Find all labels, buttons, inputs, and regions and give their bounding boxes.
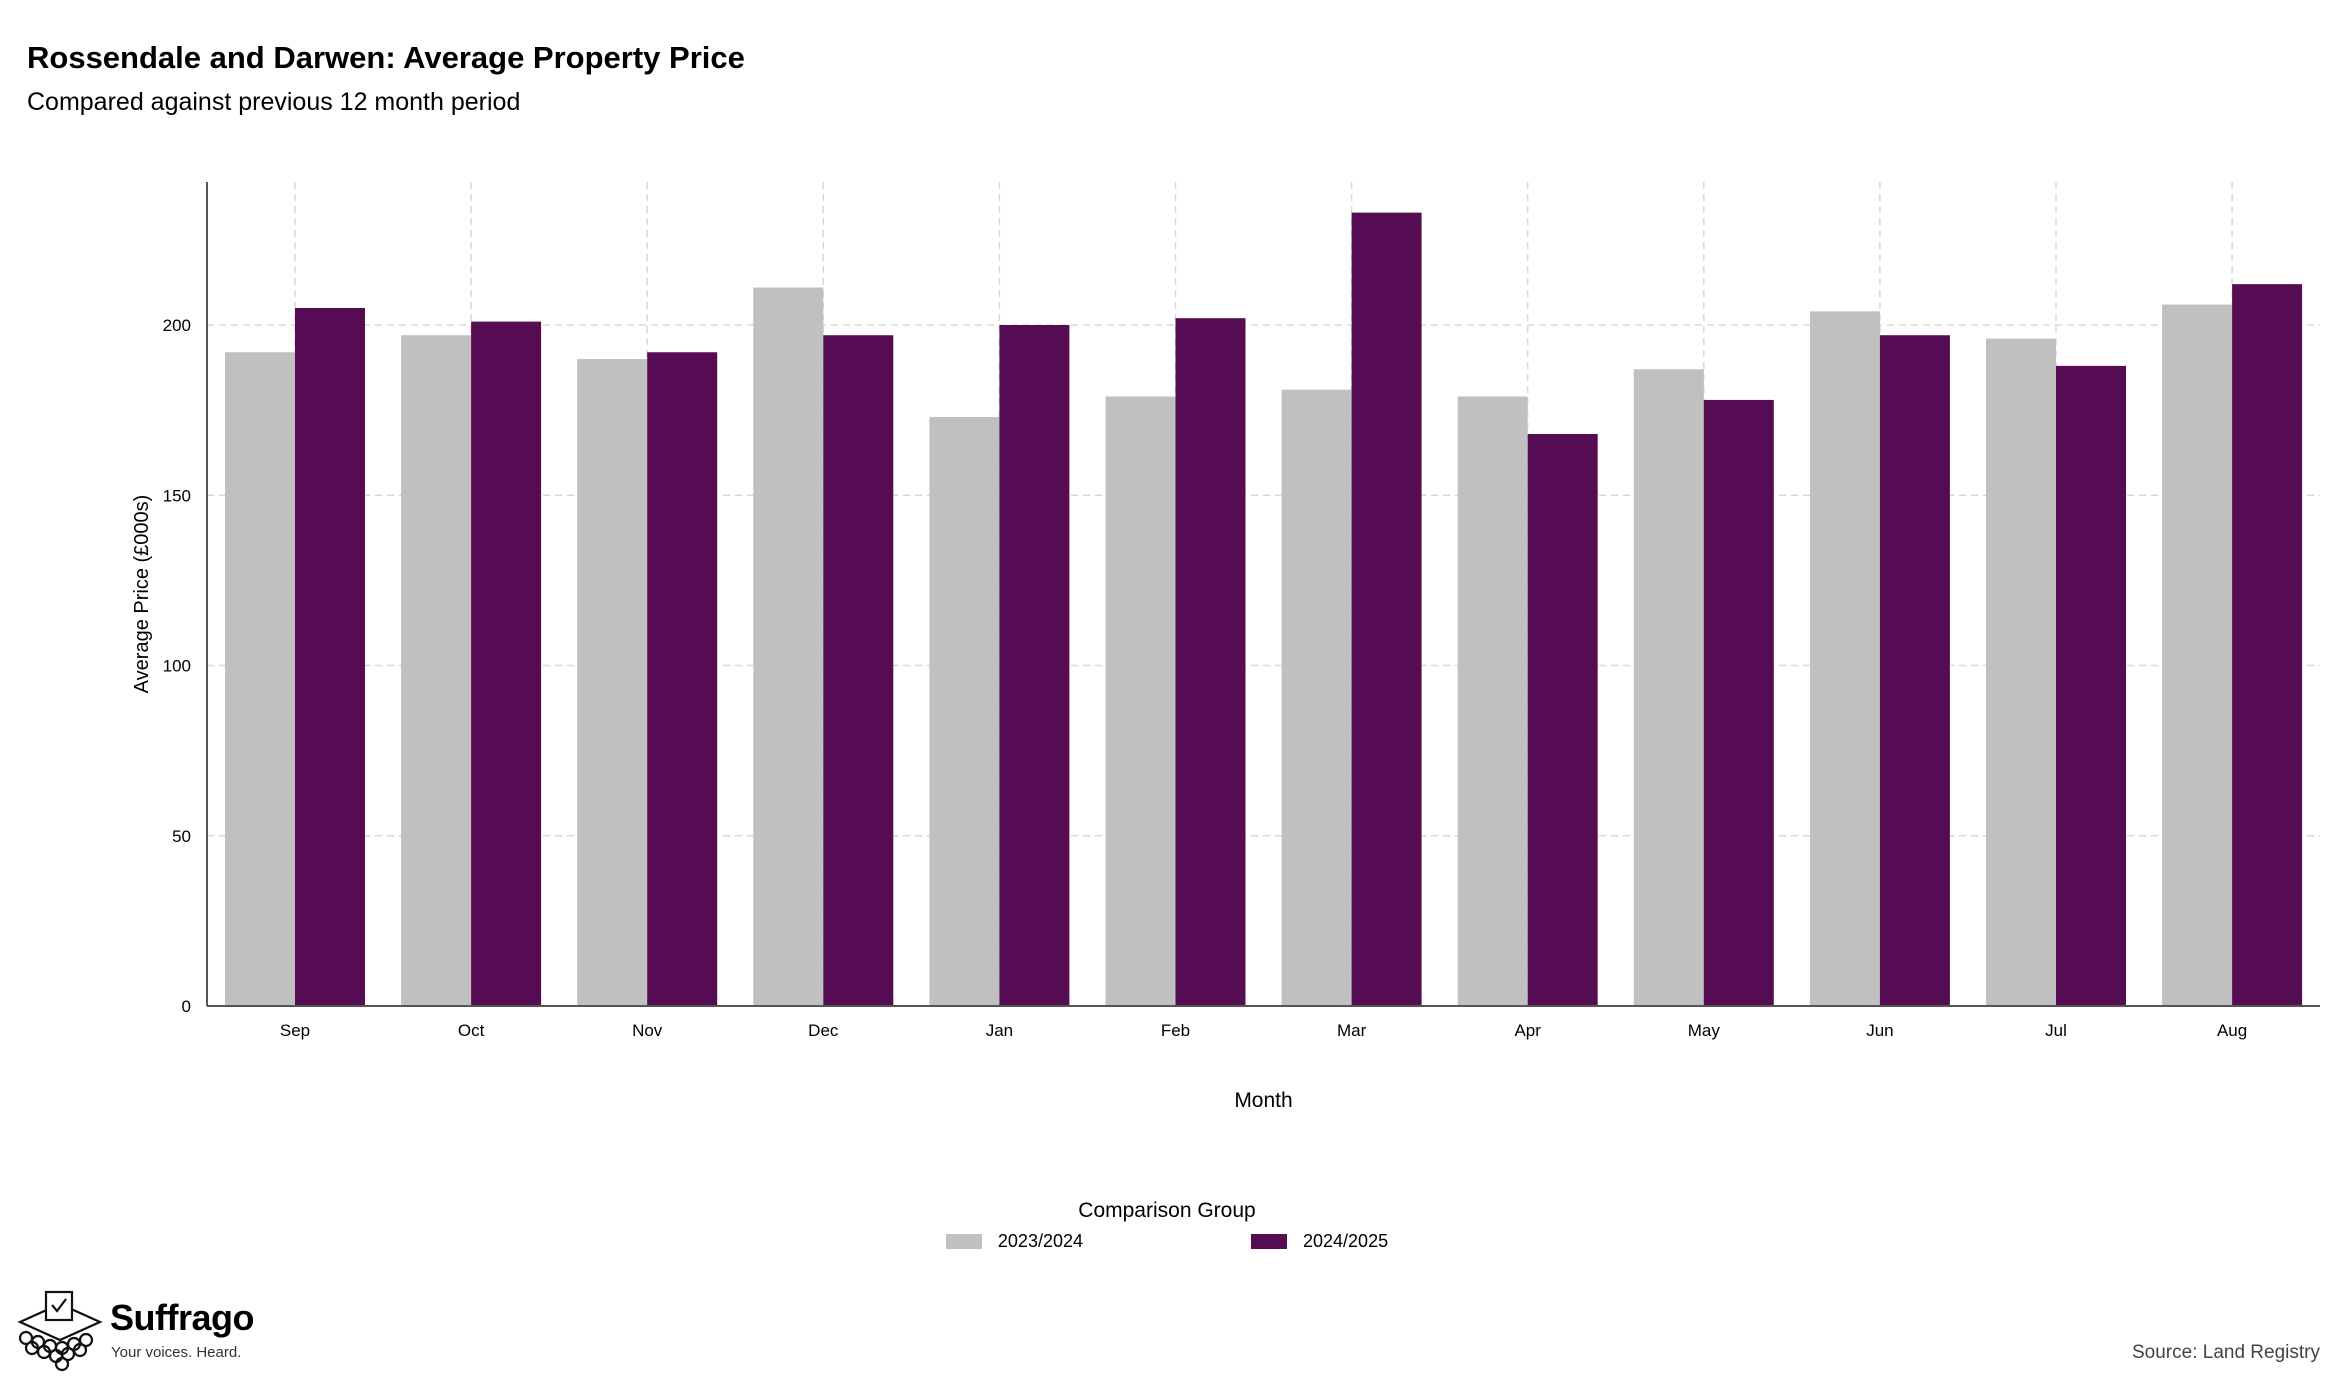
bar-series-2 <box>295 307 365 1006</box>
y-tick-label: 100 <box>163 657 191 676</box>
bar-series-2 <box>1527 433 1598 1007</box>
bar-series-1 <box>401 335 472 1006</box>
bar-series-2 <box>1175 318 1246 1006</box>
x-tick-label: Jul <box>2045 1021 2067 1040</box>
bar-series-1 <box>1105 396 1176 1006</box>
y-tick-label: 0 <box>182 997 191 1016</box>
x-tick-label: Nov <box>632 1021 663 1040</box>
bar-series-2 <box>823 335 894 1006</box>
x-tick-label: Aug <box>2217 1021 2247 1040</box>
source-note: Source: Land Registry <box>2132 1342 2320 1363</box>
x-tick-label: Feb <box>1161 1021 1190 1040</box>
ballot-box-logo-icon <box>17 1290 103 1372</box>
y-axis-label: Average Price (£000s) <box>131 495 153 694</box>
legend-title: Comparison Group <box>1078 1199 1256 1222</box>
x-tick-label: Apr <box>1514 1021 1541 1040</box>
bar-series-2 <box>1879 335 1950 1006</box>
legend-label: 2023/2024 <box>997 1231 1083 1251</box>
bar-series-1 <box>1986 338 2056 1006</box>
x-tick-label: Jun <box>1866 1021 1893 1040</box>
bar-chart: 0 50 100 150 200 Sep Oct Nov Dec Jan Feb Mar Apr May J… <box>131 182 2320 1112</box>
bar-series-2 <box>999 325 1070 1006</box>
bar-series-1 <box>929 416 1000 1006</box>
bar-series-1 <box>753 287 824 1006</box>
x-tick-label: Mar <box>1337 1021 1367 1040</box>
chart-subtitle: Compared against previous 12 month perio… <box>27 88 521 116</box>
bar-series-1 <box>577 359 648 1006</box>
bar-series-1 <box>1633 369 1704 1007</box>
brand-name: Suffrago <box>110 1297 255 1338</box>
bar-series-1 <box>225 352 295 1006</box>
x-tick-label: May <box>1688 1021 1721 1040</box>
bar-series-1 <box>2162 304 2233 1007</box>
bar-series-1 <box>1457 396 1528 1006</box>
bar-series-2 <box>647 352 718 1006</box>
axes: 0 50 100 150 200 Sep Oct Nov Dec Jan Feb Mar Apr May J… <box>163 182 2320 1040</box>
y-tick-label: 150 <box>163 486 191 505</box>
y-tick-label: 200 <box>163 316 191 335</box>
bar-series-2 <box>1351 212 1422 1006</box>
legend: 2023/2024 2024/2025 <box>0 1231 2334 1252</box>
legend-label: 2024/2025 <box>1303 1231 1389 1251</box>
bar-series-2 <box>471 321 542 1007</box>
x-tick-label: Jan <box>986 1021 1013 1040</box>
legend-item-series-1: 2023/2024 <box>945 1231 1083 1252</box>
brand-tagline: Your voices. Heard. <box>111 1344 242 1361</box>
legend-swatch <box>945 1234 982 1249</box>
x-tick-label: Dec <box>808 1021 839 1040</box>
chart-title: Rossendale and Darwen: Average Property … <box>27 40 745 75</box>
bars <box>225 212 2303 1007</box>
bar-series-2 <box>2232 284 2303 1006</box>
x-tick-label: Oct <box>458 1021 485 1040</box>
bar-series-2 <box>2056 365 2126 1006</box>
legend-item-series-2: 2024/2025 <box>1251 1231 1388 1252</box>
legend-swatch <box>1251 1234 1287 1249</box>
bar-series-1 <box>1809 311 1880 1006</box>
x-axis-label: Month <box>1234 1089 1292 1112</box>
y-tick-label: 50 <box>172 827 191 846</box>
bar-series-1 <box>1281 389 1352 1006</box>
bar-series-2 <box>1703 399 1774 1006</box>
x-tick-label: Sep <box>280 1021 310 1040</box>
